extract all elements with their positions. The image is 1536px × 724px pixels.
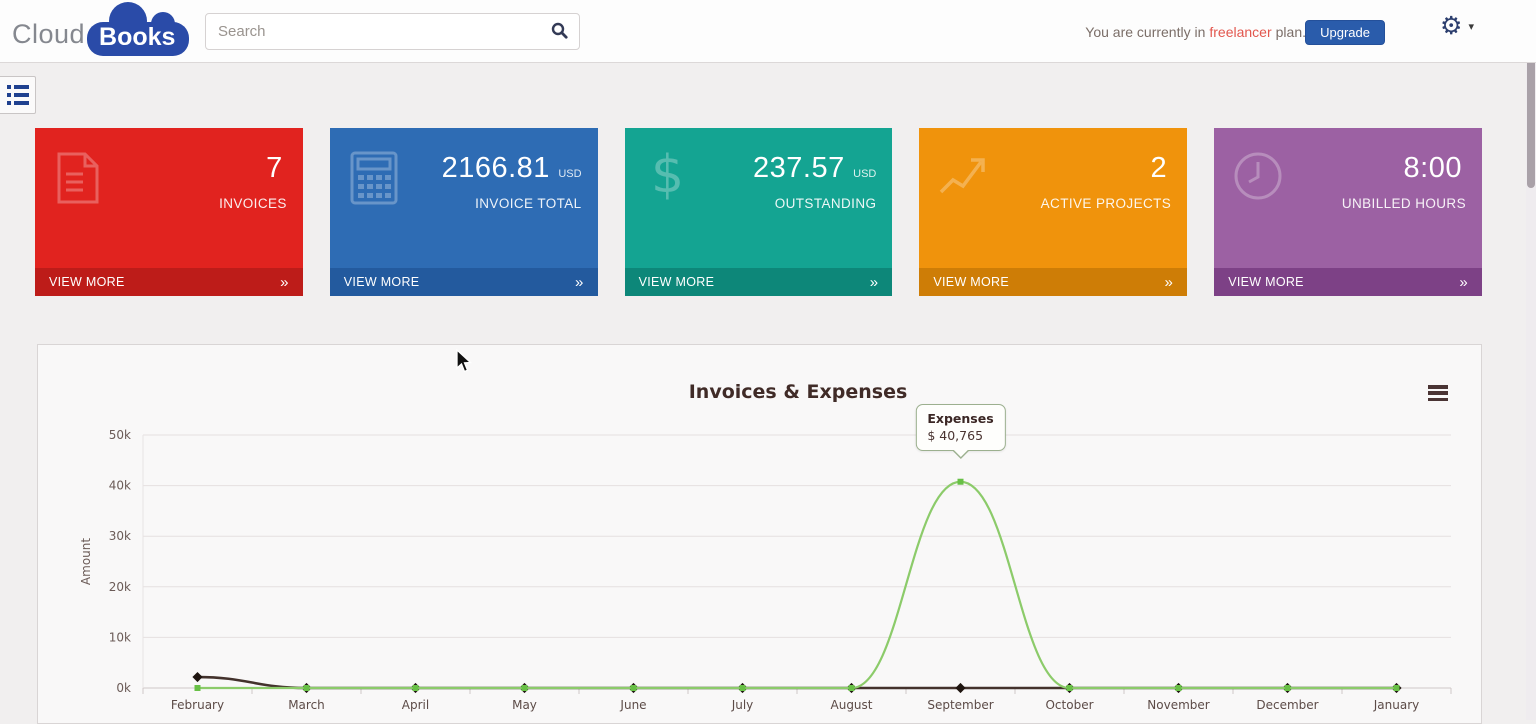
double-chevron-right-icon: » bbox=[1459, 273, 1468, 291]
double-chevron-right-icon: » bbox=[869, 273, 879, 291]
card-unbilled-hours-value: 8:00 bbox=[1403, 152, 1462, 184]
card-value-wrap: 2166.81 USD bbox=[442, 152, 582, 185]
chart-export-menu-icon[interactable] bbox=[1428, 385, 1448, 401]
svg-text:30k: 30k bbox=[109, 529, 131, 543]
double-chevron-right-icon: » bbox=[280, 273, 289, 291]
chevron-down-icon: ▾ bbox=[1468, 21, 1474, 33]
svg-text:May: May bbox=[512, 698, 537, 712]
stat-cards: 7 INVOICES VIEW MORE » 2166.8 bbox=[35, 128, 1482, 296]
card-invoice-total-unit: USD bbox=[558, 168, 582, 180]
search-icon bbox=[551, 22, 568, 42]
card-invoice-total-body: 2166.81 USD INVOICE TOTAL bbox=[329, 128, 598, 268]
card-invoice-total-value: 2166.81 bbox=[441, 152, 550, 184]
card-outstanding: $ 237.57 USD OUTSTANDING VIEW MORE » bbox=[624, 128, 893, 296]
view-more-label: VIEW MORE bbox=[1228, 275, 1304, 289]
upgrade-button[interactable]: Upgrade bbox=[1305, 20, 1385, 45]
svg-text:January: January bbox=[1373, 698, 1420, 712]
view-more-label: VIEW MORE bbox=[638, 275, 715, 289]
plan-status: You are currently in freelancer plan. bbox=[1085, 0, 1306, 63]
svg-text:Amount: Amount bbox=[79, 538, 93, 585]
card-active-projects-value: 2 bbox=[1150, 152, 1168, 184]
card-outstanding-label: OUTSTANDING bbox=[774, 196, 877, 211]
card-outstanding-value: 237.57 bbox=[753, 152, 845, 184]
dollar-icon: $ bbox=[649, 144, 684, 209]
card-invoice-total: 2166.81 USD INVOICE TOTAL VIEW MORE » bbox=[329, 128, 598, 296]
gear-icon[interactable]: ⚙ bbox=[1440, 12, 1463, 40]
double-chevron-right-icon: » bbox=[574, 273, 584, 291]
invoice-icon bbox=[53, 150, 103, 211]
chart-title: Invoices & Expenses bbox=[688, 381, 908, 403]
trend-icon bbox=[937, 150, 991, 205]
card-unbilled-hours-body: 8:00 UNBILLED HOURS bbox=[1214, 128, 1482, 268]
card-invoices: 7 INVOICES VIEW MORE » bbox=[35, 128, 303, 296]
view-more-label: VIEW MORE bbox=[49, 275, 125, 289]
search-input[interactable] bbox=[206, 23, 539, 40]
calculator-icon bbox=[348, 150, 400, 211]
card-value-wrap: 8:00 bbox=[1404, 152, 1466, 185]
settings-menu[interactable]: ⚙ ▾ bbox=[1440, 14, 1474, 39]
svg-text:0k: 0k bbox=[116, 681, 131, 695]
search-bar bbox=[205, 13, 580, 50]
svg-text:October: October bbox=[1045, 698, 1093, 712]
invoices-expenses-chart: 0k 10k 20k 30k 40k 50k February March April May Ju… bbox=[79, 428, 1452, 712]
tooltip-series-name: Expenses bbox=[927, 411, 994, 426]
card-invoice-total-view-more[interactable]: VIEW MORE » bbox=[329, 268, 598, 296]
list-icon-row bbox=[7, 101, 35, 105]
logo-text-books: Books bbox=[87, 2, 190, 56]
card-invoices-body: 7 INVOICES bbox=[35, 128, 303, 268]
view-more-label: VIEW MORE bbox=[933, 275, 1010, 289]
card-outstanding-view-more[interactable]: VIEW MORE » bbox=[624, 268, 893, 296]
svg-text:20k: 20k bbox=[109, 580, 131, 594]
svg-text:50k: 50k bbox=[109, 428, 131, 442]
card-invoices-label: INVOICES bbox=[219, 196, 287, 211]
double-chevron-right-icon: » bbox=[1164, 273, 1174, 291]
view-more-label: VIEW MORE bbox=[343, 275, 420, 289]
card-value-wrap: 7 bbox=[266, 152, 287, 185]
tooltip-arrow-inner bbox=[952, 449, 969, 457]
card-unbilled-hours-view-more[interactable]: VIEW MORE » bbox=[1214, 268, 1482, 296]
card-outstanding-body: $ 237.57 USD OUTSTANDING bbox=[624, 128, 893, 268]
chart-tooltip: Expenses $ 40,765 bbox=[915, 404, 1006, 459]
svg-text:April: April bbox=[402, 698, 429, 712]
svg-text:August: August bbox=[831, 698, 873, 712]
plan-name[interactable]: freelancer bbox=[1209, 23, 1272, 40]
card-active-projects: 2 ACTIVE PROJECTS VIEW MORE » bbox=[919, 128, 1188, 296]
svg-text:February: February bbox=[171, 698, 224, 712]
svg-text:March: March bbox=[288, 698, 325, 712]
cloudbooks-logo[interactable]: Cloud Books bbox=[12, 2, 190, 56]
svg-text:10k: 10k bbox=[109, 630, 131, 644]
svg-text:$: $ bbox=[651, 145, 683, 204]
card-active-projects-label: ACTIVE PROJECTS bbox=[1040, 196, 1172, 211]
clock-icon bbox=[1232, 150, 1284, 207]
svg-text:July: July bbox=[731, 698, 754, 712]
svg-text:40k: 40k bbox=[109, 479, 131, 493]
logo-text-cloud: Cloud bbox=[12, 19, 86, 49]
plan-text-suffix: plan. bbox=[1275, 23, 1306, 40]
tooltip-value: $ 40,765 bbox=[927, 428, 984, 443]
search-button[interactable] bbox=[539, 14, 579, 49]
card-value-wrap: 2 bbox=[1151, 152, 1172, 185]
plan-text-prefix: You are currently in bbox=[1085, 23, 1206, 40]
invoices-expenses-chart-panel: 0k 10k 20k 30k 40k 50k February March April May Ju… bbox=[37, 344, 1482, 724]
app-header: Cloud Books You are currently in freelan… bbox=[0, 0, 1536, 63]
svg-text:December: December bbox=[1256, 698, 1318, 712]
card-active-projects-body: 2 ACTIVE PROJECTS bbox=[919, 128, 1188, 268]
page-scrollbar[interactable] bbox=[1526, 0, 1536, 720]
svg-text:November: November bbox=[1147, 698, 1209, 712]
card-unbilled-hours: 8:00 UNBILLED HOURS VIEW MORE » bbox=[1214, 128, 1482, 296]
menu-list-button[interactable] bbox=[0, 76, 36, 114]
card-invoices-value: 7 bbox=[266, 152, 283, 184]
svg-text:June: June bbox=[619, 698, 646, 712]
list-icon-row bbox=[7, 93, 35, 97]
svg-text:September: September bbox=[927, 698, 993, 712]
list-icon bbox=[7, 85, 35, 89]
card-invoices-view-more[interactable]: VIEW MORE » bbox=[35, 268, 303, 296]
card-outstanding-unit: USD bbox=[853, 168, 877, 180]
scrollbar-thumb[interactable] bbox=[1527, 6, 1535, 188]
card-invoice-total-label: INVOICE TOTAL bbox=[475, 196, 582, 211]
card-active-projects-view-more[interactable]: VIEW MORE » bbox=[919, 268, 1188, 296]
card-unbilled-hours-label: UNBILLED HOURS bbox=[1341, 196, 1466, 211]
card-value-wrap: 237.57 USD bbox=[753, 152, 876, 185]
